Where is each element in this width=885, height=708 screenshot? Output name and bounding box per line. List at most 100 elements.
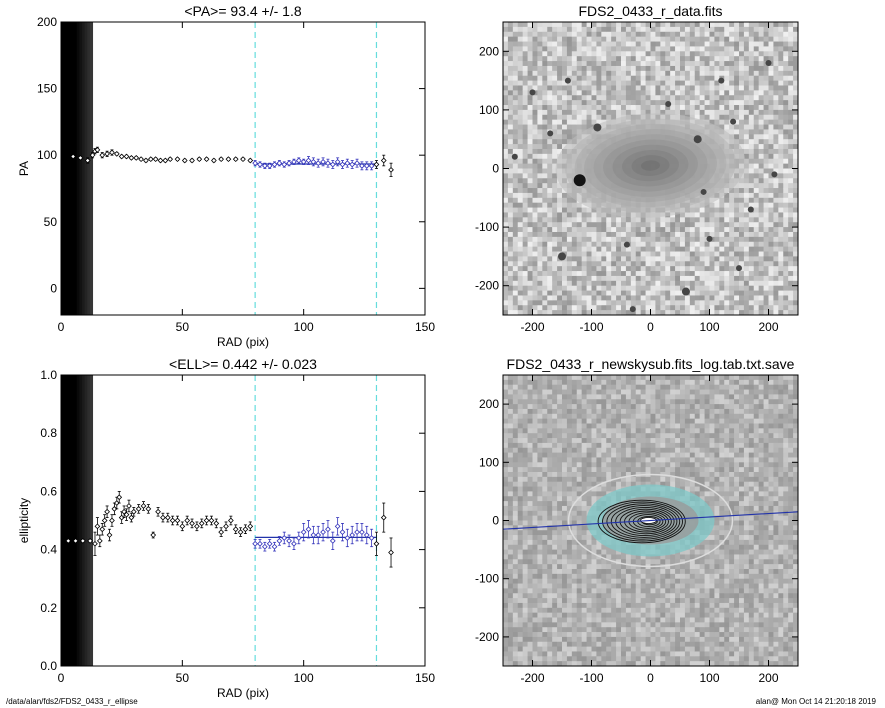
background-pixel <box>547 310 553 315</box>
background-pixel <box>566 109 573 116</box>
background-pixel <box>512 75 519 81</box>
background-pixel <box>763 26 769 33</box>
background-pixel <box>522 588 528 594</box>
background-pixel <box>507 515 514 521</box>
background-pixel <box>532 163 538 169</box>
background-pixel <box>527 300 533 306</box>
background-pixel <box>562 90 568 96</box>
background-pixel <box>783 168 789 174</box>
background-pixel <box>694 75 701 81</box>
background-pixel <box>522 163 528 169</box>
background-pixel <box>616 36 622 42</box>
x-tick-label: 0 <box>58 320 65 334</box>
background-pixel <box>571 80 578 86</box>
background-pixel <box>635 56 642 62</box>
background-pixel <box>763 75 769 81</box>
background-pixel <box>522 119 528 125</box>
background-pixel <box>635 222 642 228</box>
background-pixel <box>763 295 769 301</box>
background-pixel <box>640 241 646 248</box>
background-pixel <box>743 271 750 277</box>
background-pixel <box>517 539 524 546</box>
background-pixel <box>768 275 774 282</box>
background-pixel <box>532 22 538 28</box>
x-tick-label: 200 <box>758 320 778 334</box>
background-pixel <box>507 598 514 604</box>
background-pixel <box>512 544 519 550</box>
data-point <box>189 157 195 164</box>
background-pixel <box>689 256 696 262</box>
background-pixel <box>503 569 509 575</box>
data-point <box>184 517 191 524</box>
background-pixel <box>753 163 760 169</box>
background-pixel <box>709 290 715 296</box>
background-pixel <box>503 134 509 140</box>
background-pixel <box>630 280 637 287</box>
background-pixel <box>557 428 563 434</box>
background-pixel <box>719 51 725 57</box>
background-pixel <box>532 271 538 277</box>
background-pixel <box>724 256 730 262</box>
background-pixel <box>512 46 519 52</box>
background-pixel <box>719 251 725 257</box>
background-pixel <box>788 139 794 145</box>
background-pixel <box>591 266 597 272</box>
background-pixel <box>621 261 627 267</box>
background-pixel <box>542 501 548 507</box>
background-pixel <box>503 36 509 42</box>
background-pixel <box>571 41 578 47</box>
background-pixel <box>753 51 760 57</box>
background-pixel <box>547 583 553 589</box>
background-pixel <box>522 266 528 272</box>
masked-region-band <box>63 375 67 666</box>
background-pixel <box>601 231 607 238</box>
background-pixel <box>537 554 543 560</box>
background-pixel <box>783 124 789 130</box>
background-pixel <box>788 275 794 282</box>
background-pixel <box>670 70 676 77</box>
background-pixel <box>527 61 533 67</box>
background-pixel <box>748 212 755 218</box>
background-pixel <box>763 207 769 213</box>
background-pixel <box>503 375 509 381</box>
background-pixel <box>743 144 750 150</box>
background-pixel <box>670 80 676 86</box>
background-pixel <box>719 310 725 315</box>
background-pixel <box>537 222 543 228</box>
background-pixel <box>660 290 666 296</box>
background-pixel <box>783 241 789 248</box>
background-pixel <box>522 530 528 536</box>
background-pixel <box>724 246 730 252</box>
background-pixel <box>640 266 646 272</box>
background-pixel <box>552 46 558 52</box>
background-pixel <box>753 139 760 145</box>
background-pixel <box>763 153 769 160</box>
background-pixel <box>694 280 701 287</box>
background-pixel <box>768 75 774 81</box>
background-pixel <box>768 109 774 116</box>
background-pixel <box>670 222 676 228</box>
background-pixel <box>606 212 612 218</box>
background-pixel <box>768 197 774 204</box>
background-pixel <box>512 163 519 169</box>
background-pixel <box>542 530 548 536</box>
background-pixel <box>739 51 745 57</box>
background-pixel <box>630 85 637 91</box>
background-pixel <box>537 300 543 306</box>
background-pixel <box>532 256 538 262</box>
background-pixel <box>591 41 597 47</box>
background-pixel <box>704 251 710 257</box>
background-pixel <box>743 75 750 81</box>
background-pixel <box>665 56 671 62</box>
background-pixel <box>591 95 597 101</box>
background-pixel <box>616 22 622 28</box>
background-pixel <box>557 90 563 96</box>
background-pixel <box>793 285 798 291</box>
background-pixel <box>503 85 509 91</box>
background-pixel <box>724 217 730 223</box>
background-pixel <box>537 227 543 233</box>
background-pixel <box>704 51 710 57</box>
background-pixel <box>680 80 686 86</box>
background-pixel <box>606 246 612 252</box>
background-pixel <box>532 105 538 111</box>
